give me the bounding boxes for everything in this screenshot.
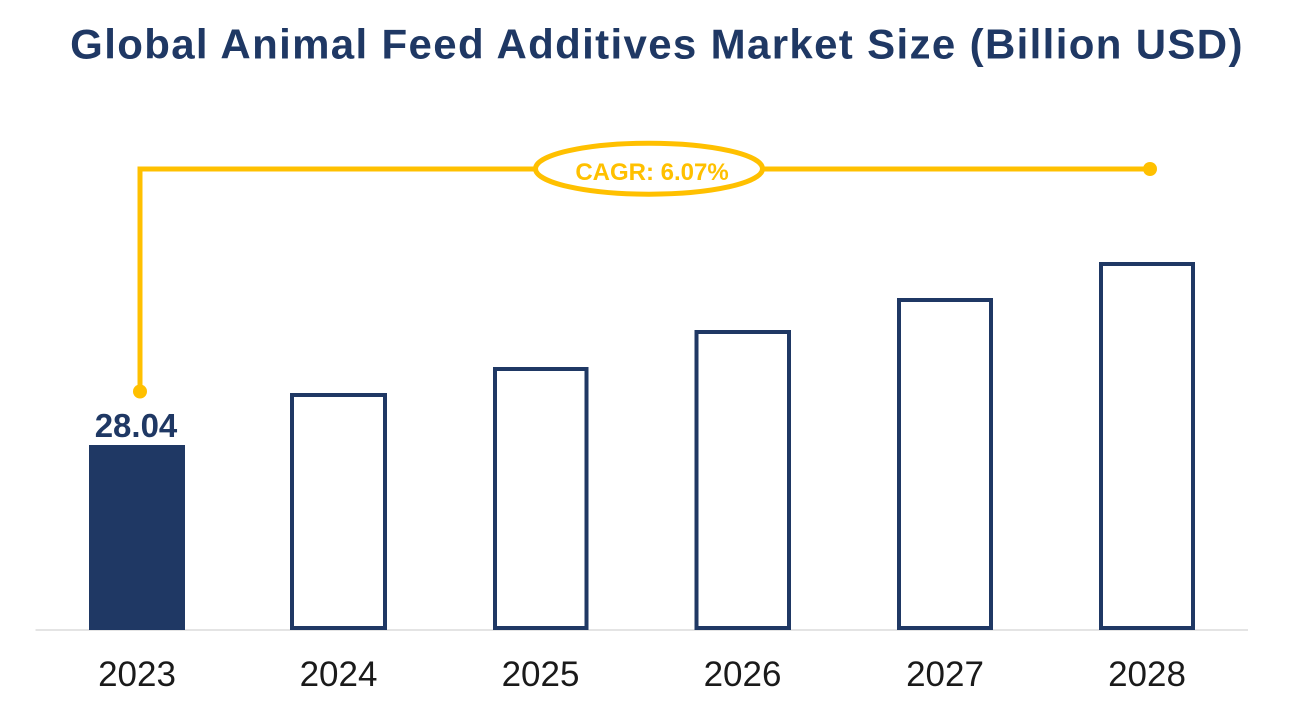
svg-text:Global Animal Feed Additives M: Global Animal Feed Additives Market Size… — [70, 21, 1244, 68]
svg-text:2027: 2027 — [906, 655, 984, 694]
svg-text:CAGR: 6.07%: CAGR: 6.07% — [575, 159, 728, 186]
svg-text:2024: 2024 — [300, 655, 378, 694]
svg-text:2025: 2025 — [502, 655, 580, 694]
svg-text:2026: 2026 — [704, 655, 782, 694]
svg-text:2028: 2028 — [1108, 655, 1186, 694]
svg-text:2023: 2023 — [98, 655, 176, 694]
svg-text:28.04: 28.04 — [95, 407, 178, 444]
